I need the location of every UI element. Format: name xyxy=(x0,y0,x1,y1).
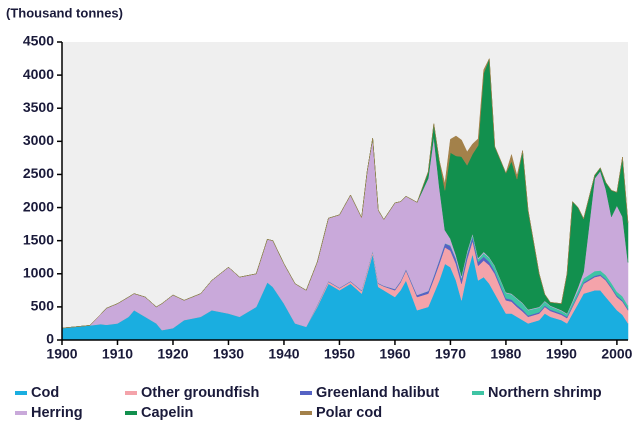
y-tick-label: 2000 xyxy=(23,198,54,214)
y-tick-label: 2500 xyxy=(23,165,54,181)
x-tick-label: 1960 xyxy=(379,346,410,362)
legend-label: Northern shrimp xyxy=(488,385,602,401)
legend-swatch xyxy=(300,391,312,395)
legend-label: Other groundfish xyxy=(141,385,259,401)
x-tick-label: 1940 xyxy=(268,346,299,362)
y-tick-label: 3000 xyxy=(23,132,54,148)
legend-label: Cod xyxy=(31,385,59,401)
x-tick-label: 1980 xyxy=(490,346,521,362)
y-tick-label: 4000 xyxy=(23,66,54,82)
x-tick-label: 1930 xyxy=(213,346,244,362)
y-tick-label: 4500 xyxy=(23,33,54,49)
legend-label: Capelin xyxy=(141,405,193,421)
area xyxy=(61,57,629,329)
x-tick-label: 1910 xyxy=(102,346,133,362)
y-tick-label: 3500 xyxy=(23,99,54,115)
x-tick-label: 1970 xyxy=(435,346,466,362)
x-tick-label: 2000 xyxy=(601,346,632,362)
x-tick-label: 1920 xyxy=(157,346,188,362)
x-tick-label: 1900 xyxy=(46,346,77,362)
x-tick-label: 1950 xyxy=(324,346,355,362)
legend-label: Polar cod xyxy=(316,405,382,421)
y-tick-label: 1500 xyxy=(23,231,54,247)
legend-swatch xyxy=(15,411,27,415)
legend-label: Herring xyxy=(31,405,83,421)
y-axis-label: (Thousand tonnes) xyxy=(6,5,123,20)
y-tick-label: 1000 xyxy=(23,264,54,280)
legend-swatch xyxy=(125,411,137,415)
x-tick-label: 1990 xyxy=(546,346,577,362)
legend-swatch xyxy=(300,411,312,415)
y-tick-label: 0 xyxy=(46,331,54,347)
legend-swatch xyxy=(15,391,27,395)
y-tick-label: 500 xyxy=(31,298,55,314)
legend-swatch xyxy=(472,391,484,395)
legend-swatch xyxy=(125,391,137,395)
legend-label: Greenland halibut xyxy=(316,385,439,401)
